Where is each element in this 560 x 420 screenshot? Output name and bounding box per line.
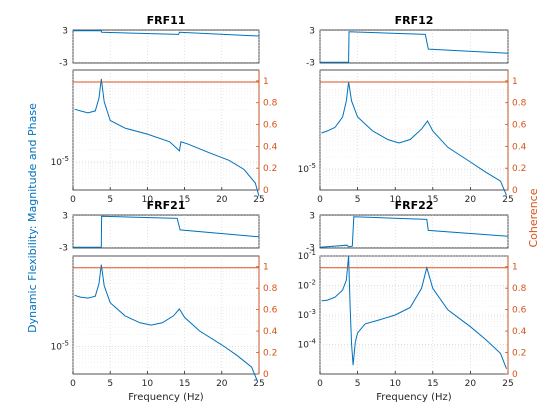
- x-tick-label: 20: [216, 379, 228, 389]
- coherence-ytick-label: 0.8: [263, 99, 278, 109]
- x-tick-label: 5: [355, 195, 361, 205]
- phase-axes-frame: [72, 29, 260, 64]
- coherence-ytick-label: 0.6: [512, 121, 527, 131]
- magnitude-ytick-label: 10-5: [298, 162, 316, 175]
- coherence-ytick-label: 1: [263, 77, 269, 87]
- coherence-ytick-label: 0.2: [263, 349, 277, 359]
- phase-ytick-label: 3: [309, 27, 315, 37]
- coherence-ytick-label: 0.4: [263, 327, 278, 337]
- magnitude-series-line: [321, 81, 507, 196]
- x-tick-label: 5: [107, 195, 113, 205]
- x-tick-label: 10: [389, 195, 401, 205]
- panel-title: FRF22: [395, 199, 434, 212]
- coherence-ytick-label: 0.6: [263, 306, 278, 316]
- phase-ytick-label: 3: [62, 212, 68, 222]
- coherence-ytick-label: 1: [512, 77, 518, 87]
- x-tick-label: 10: [142, 195, 154, 205]
- right-y-axis-label: Coherence: [527, 188, 540, 247]
- phase-series-line: [319, 216, 509, 248]
- phase-axes-frame: [319, 29, 509, 64]
- phase-ytick-label: 3: [309, 212, 315, 222]
- coherence-ytick-label: 0.6: [263, 121, 278, 131]
- coherence-ytick-label: 0.2: [512, 164, 526, 174]
- x-tick-label: 5: [107, 379, 113, 389]
- frf-panel-4: FRF22 -3 3 0 5 10 15 20 25 10-4 10-3 10-2 10-1 0 0.2 0.…: [298, 199, 527, 403]
- magnitude-series-line: [74, 78, 260, 197]
- x-tick-label: 0: [70, 195, 76, 205]
- magnitude-ytick-label: 10-3: [298, 308, 316, 321]
- phase-series-line: [73, 215, 260, 248]
- magnitude-series-line: [321, 255, 507, 369]
- x-tick-label: 20: [216, 195, 228, 205]
- x-tick-label: 20: [465, 195, 477, 205]
- phase-axes-frame: [319, 214, 509, 249]
- coherence-ytick-label: 0.6: [512, 306, 527, 316]
- phase-series-line: [320, 31, 509, 63]
- magnitude-axes-frame: [72, 69, 260, 191]
- magnitude-series-line: [74, 264, 258, 382]
- coherence-ytick-label: 0: [263, 370, 269, 380]
- x-tick-label: 0: [317, 195, 323, 205]
- x-tick-label: 0: [70, 379, 76, 389]
- panel-title: FRF12: [395, 14, 434, 27]
- coherence-ytick-label: 0.8: [512, 99, 527, 109]
- magnitude-ytick-label: 10-4: [298, 338, 317, 351]
- x-tick-label: 25: [502, 195, 513, 205]
- magnitude-ytick-label: 10-5: [51, 340, 69, 353]
- phase-ytick-label: 3: [62, 27, 68, 37]
- phase-ytick-label: -3: [306, 243, 315, 253]
- coherence-ytick-label: 0: [512, 186, 518, 196]
- coherence-ytick-label: 0.4: [512, 327, 527, 337]
- panel-title: FRF21: [147, 199, 186, 212]
- phase-series-line: [73, 30, 260, 37]
- x-tick-label: 15: [179, 379, 190, 389]
- coherence-ytick-label: 0.8: [512, 284, 527, 294]
- coherence-ytick-label: 0.4: [263, 142, 278, 152]
- magnitude-ytick-label: 10-5: [51, 155, 69, 168]
- x-tick-label: 15: [427, 195, 438, 205]
- x-tick-label: 20: [465, 379, 477, 389]
- coherence-ytick-label: 0.2: [512, 349, 526, 359]
- left-y-axis-label: Dynamic Flexibility: Magnitude and Phase: [26, 103, 39, 333]
- frf-panel-1: FRF11 -3 3 0 5 10 15 20 25 10-5 0 0.2 0.4 0.6 0.8 1: [51, 14, 278, 205]
- x-tick-label: 15: [427, 379, 438, 389]
- coherence-ytick-label: 0.8: [263, 284, 278, 294]
- coherence-ytick-label: 0: [263, 186, 269, 196]
- x-axis-label: Frequency (Hz): [128, 392, 204, 403]
- x-axis-label: Frequency (Hz): [376, 392, 452, 403]
- x-tick-label: 25: [253, 195, 264, 205]
- phase-ytick-label: -3: [306, 58, 315, 68]
- x-tick-label: 25: [253, 379, 264, 389]
- coherence-ytick-label: 0: [512, 370, 518, 380]
- x-tick-label: 10: [389, 379, 401, 389]
- phase-axes-frame: [72, 214, 260, 249]
- frf-panel-2: FRF12 -3 3 0 5 10 15 20 25 10-5 0 0.2 0.4 0.6 0.8 1: [298, 14, 527, 205]
- x-tick-label: 15: [179, 195, 190, 205]
- panel-title: FRF11: [147, 14, 186, 27]
- phase-ytick-label: -3: [59, 243, 68, 253]
- coherence-ytick-label: 0.2: [263, 164, 277, 174]
- magnitude-ytick-label: 10-1: [298, 249, 316, 262]
- phase-ytick-label: -3: [59, 58, 68, 68]
- frf-panels: FRF11-330 5 10 15 20 2510-500.20.40.60.81FRF1…: [51, 14, 527, 403]
- x-tick-label: 0: [317, 379, 323, 389]
- magnitude-axes-frame: [72, 255, 260, 375]
- x-tick-label: 25: [502, 379, 513, 389]
- coherence-ytick-label: 1: [512, 263, 518, 273]
- coherence-ytick-label: 1: [263, 263, 269, 273]
- coherence-ytick-label: 0.4: [512, 142, 527, 152]
- x-tick-label: 10: [142, 379, 154, 389]
- magnitude-ytick-label: 10-2: [298, 279, 316, 292]
- frf-panel-3: FRF21 -3 3 0 5 10 15 20 25 10-5 0 0.2 0.4 0.6 0.8 1 Freq…: [51, 199, 278, 403]
- x-tick-label: 5: [355, 379, 361, 389]
